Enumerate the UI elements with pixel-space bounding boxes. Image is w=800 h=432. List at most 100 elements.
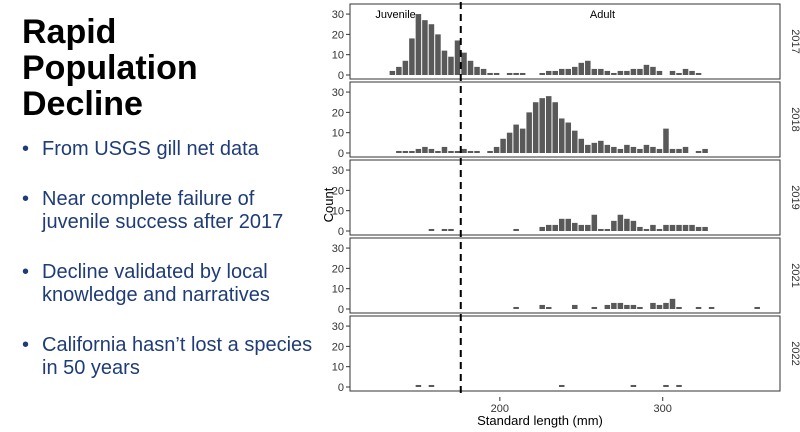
histogram-bar xyxy=(676,224,682,231)
bullet-text: From USGS gill net data xyxy=(42,138,259,160)
histogram-bar xyxy=(604,228,611,231)
annotation-label: Adult xyxy=(590,9,615,21)
histogram-bar xyxy=(624,304,630,309)
histogram-bar xyxy=(506,72,513,75)
y-tick-label: 10 xyxy=(332,50,344,62)
histogram-bar xyxy=(702,226,708,231)
histogram-bar xyxy=(441,228,448,231)
histogram-bar xyxy=(493,146,500,153)
histogram-bar xyxy=(598,68,604,75)
histogram-bar xyxy=(539,98,545,153)
histogram-bar xyxy=(480,68,487,75)
histogram-bar xyxy=(650,66,656,75)
histogram-bar xyxy=(682,68,689,75)
y-tick-label: 20 xyxy=(332,107,344,119)
y-tick-label: 20 xyxy=(332,341,344,353)
histogram-bar xyxy=(487,72,493,75)
y-tick-label: 10 xyxy=(332,362,344,374)
histogram-bar xyxy=(611,146,617,153)
histogram-bar xyxy=(558,68,565,75)
histogram-bar xyxy=(552,224,558,231)
histogram-bar xyxy=(545,96,552,153)
histogram-bar xyxy=(513,124,519,153)
x-axis-title: Standard length (mm) xyxy=(477,413,603,428)
histogram-bar xyxy=(637,68,643,75)
histogram-bar xyxy=(402,150,409,153)
histogram-bar xyxy=(669,148,676,153)
histogram-bar xyxy=(591,142,598,153)
histogram-bar xyxy=(663,302,669,309)
y-tick-label: 30 xyxy=(332,321,344,333)
histogram-bar xyxy=(650,224,656,231)
y-tick-label: 10 xyxy=(332,128,344,140)
histogram-bar xyxy=(519,128,526,153)
histogram-bar xyxy=(643,64,650,75)
histogram-bar xyxy=(637,306,643,309)
histogram-bar xyxy=(513,306,519,309)
histogram-bar xyxy=(630,68,637,75)
y-tick-label: 0 xyxy=(338,70,344,82)
y-tick-label: 30 xyxy=(332,243,344,255)
histogram-bar xyxy=(532,102,539,153)
histogram-bar xyxy=(656,304,663,309)
histogram-bar xyxy=(676,72,682,75)
histogram-bar xyxy=(402,60,409,75)
histogram-bar xyxy=(409,38,415,75)
annotation-label: Juvenile xyxy=(375,9,415,21)
y-tick-label: 0 xyxy=(338,382,344,394)
histogram-bar xyxy=(637,226,643,231)
histogram-bar xyxy=(676,384,682,387)
histogram-bar xyxy=(585,60,591,75)
histogram-bar xyxy=(624,144,630,153)
histogram-bar xyxy=(435,34,441,75)
histogram-bar xyxy=(650,302,656,309)
histogram-bar xyxy=(650,146,656,153)
title-line: Decline xyxy=(22,85,143,123)
panel-year-label: 2018 xyxy=(789,107,800,131)
bullet-text: Near complete failure of juvenile succes… xyxy=(42,188,284,233)
histogram-bar xyxy=(513,72,519,75)
y-tick-label: 0 xyxy=(338,226,344,238)
histogram-bar xyxy=(656,228,663,231)
histogram-bar xyxy=(545,306,552,309)
histogram-bar xyxy=(591,68,598,75)
bullet-dot: • xyxy=(22,138,30,160)
y-tick-label: 0 xyxy=(338,304,344,316)
histogram-bar xyxy=(598,228,604,231)
histogram-bar xyxy=(656,148,663,153)
histogram-bar xyxy=(461,148,467,153)
bullet-item: • Decline validated by local knowledge an… xyxy=(22,261,322,307)
histogram-bar xyxy=(565,122,572,153)
histogram-bar xyxy=(591,214,598,231)
bullet-item: • California hasn’t lost a species in 50 … xyxy=(22,334,322,380)
histogram-bar xyxy=(558,118,565,153)
slide-title: Rapid Population Decline xyxy=(22,14,322,122)
panel-year-label: 2021 xyxy=(789,263,800,287)
y-tick-label: 20 xyxy=(332,263,344,275)
histogram-bar xyxy=(572,66,578,75)
y-tick-label: 20 xyxy=(332,29,344,41)
histogram-bar xyxy=(558,384,565,387)
panel-frame xyxy=(349,315,781,392)
y-tick-label: 30 xyxy=(332,9,344,21)
histogram-bar xyxy=(435,150,441,153)
panel-frame xyxy=(349,237,781,314)
histogram-bar xyxy=(585,224,591,231)
panel-year-label: 2017 xyxy=(789,29,800,53)
histogram-bar xyxy=(591,306,598,309)
histogram-bar xyxy=(409,150,415,153)
histogram-bar xyxy=(624,70,630,75)
panel-frame xyxy=(349,159,781,236)
histogram-bar xyxy=(624,218,630,231)
histogram-bar xyxy=(604,70,611,75)
y-tick-label: 30 xyxy=(332,165,344,177)
histogram-bar xyxy=(708,306,715,309)
histogram-bar xyxy=(656,70,663,75)
histogram-bar xyxy=(539,226,545,231)
bullet-text: California hasn’t lost a species in 50 y… xyxy=(42,334,313,379)
histogram-bar xyxy=(572,304,578,309)
histogram-bar xyxy=(448,228,454,231)
histogram-bar xyxy=(604,304,611,309)
histogram-bar xyxy=(617,70,624,75)
histogram-bar xyxy=(669,70,676,75)
